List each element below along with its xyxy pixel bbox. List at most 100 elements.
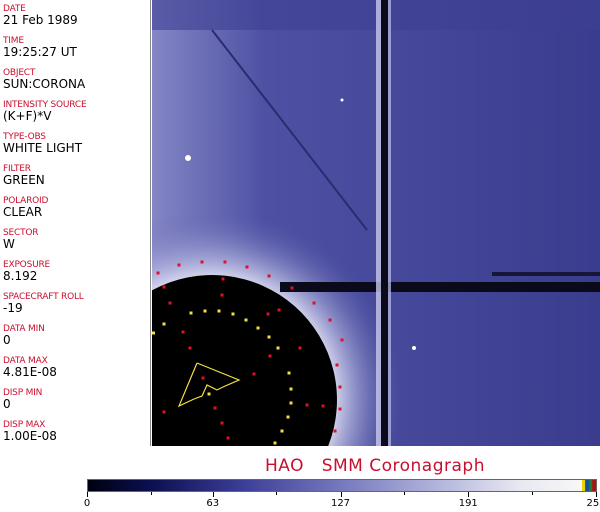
marker-dot [335,363,339,367]
marker-dot [305,403,309,407]
marker-dot [189,311,193,315]
marker-dot [333,429,337,433]
marker-dot [267,274,271,278]
field-value: GREEN [3,173,45,187]
colorbar-tick-label: 127 [330,498,351,509]
marker-dot [321,404,325,408]
field-value: 0 [3,333,11,347]
colorbar-tick-label: 0 [83,498,91,509]
field-spacecraft-roll: SPACECRAFT ROLL -19 [3,292,84,315]
marker-dot [177,263,181,267]
field-sector: SECTOR W [3,228,39,251]
field-object: OBJECT SUN:CORONA [3,68,85,91]
field-data-max: DATA MAX 4.81E-08 [3,356,57,379]
marker-dot [298,346,302,350]
field-time: TIME 19:25:27 UT [3,36,77,59]
marker-dot [277,308,281,312]
marker-dot [217,309,221,313]
marker-dot [188,346,192,350]
marker-dot [201,376,205,380]
marker-dot [231,312,235,316]
pylon-vertical [381,0,388,446]
field-value: 4.81E-08 [3,365,57,379]
marker-dot [152,331,155,335]
marker-dot [312,301,316,305]
marker-dot [244,318,248,322]
marker-dot [289,401,293,405]
marker-dot [289,387,293,391]
field-value: 19:25:27 UT [3,45,77,59]
marker-dot [273,441,277,445]
field-value: -19 [3,301,23,315]
colorbar-minor-tick [531,492,533,495]
field-value: (K+F)*V [3,109,52,123]
marker-dot [338,407,342,411]
field-label: DATA MIN [3,324,45,334]
marker-dot [207,392,211,396]
marker-dot [266,312,270,316]
marker-dot [162,285,166,289]
field-label: SPACECRAFT ROLL [3,292,84,302]
region-outline[interactable] [177,362,241,408]
marker-dot [338,385,342,389]
colorbar-minor-tick [150,492,152,495]
field-polaroid: POLAROID CLEAR [3,196,48,219]
field-label: DATA MAX [3,356,48,366]
marker-dot [328,318,332,322]
marker-dot [276,346,280,350]
marker-dot [200,260,204,264]
field-label: OBJECT [3,68,36,78]
coronagraph-image[interactable] [152,0,600,446]
field-disp-max: DISP MAX 1.00E-08 [3,420,57,443]
field-value: CLEAR [3,205,43,219]
field-label: SECTOR [3,228,39,238]
colorbar-tick [596,492,597,497]
field-filter: FILTER GREEN [3,164,45,187]
field-value: WHITE LIGHT [3,141,83,155]
field-intensity-source: INTENSITY SOURCE (K+F)*V [3,100,87,123]
field-value: SUN:CORONA [3,77,86,91]
field-label: EXPOSURE [3,260,51,270]
field-label: TYPE-OBS [3,132,46,142]
marker-dot [226,436,230,440]
field-label: TIME [3,36,24,46]
field-label: INTENSITY SOURCE [3,100,87,110]
marker-dot [221,277,225,281]
field-value: 0 [3,397,11,411]
marker-dot [287,371,291,375]
field-date: DATE 21 Feb 1989 [3,4,78,27]
marker-dot [203,309,207,313]
field-label: DATE [3,4,26,14]
field-value: W [3,237,15,251]
field-value: 1.00E-08 [3,429,57,443]
instrument-title: HAO SMM Coronagraph [265,456,485,476]
marker-dot [220,293,224,297]
markers [152,260,344,445]
field-type-obs: TYPE-OBS WHITE LIGHT [3,132,82,155]
diagonal-artifact [211,29,368,231]
marker-dot [268,354,272,358]
field-data-min: DATA MIN 0 [3,324,45,347]
field-label: DISP MIN [3,388,43,398]
colorbar [87,479,597,492]
marker-dot [280,429,284,433]
colorbar-tick-label: 255 [586,498,600,509]
marker-dot [220,421,224,425]
marker-dot [162,410,166,414]
marker-dot [340,338,344,342]
colorbar-minor-tick [276,492,278,495]
marker-dot [256,326,260,330]
field-label: DISP MAX [3,420,46,430]
field-value: 8.192 [3,269,38,283]
field-value: 21 Feb 1989 [3,13,78,27]
colorbar-tick [87,492,88,497]
colorbar-minor-tick [404,492,406,495]
marker-dot [252,372,256,376]
header-info-panel [0,0,151,446]
colorbar-tick-label: 191 [458,498,478,509]
field-label: POLAROID [3,196,49,206]
colorbar-tick [468,492,470,497]
marker-dot [156,271,160,275]
marker-dot [223,260,227,264]
field-label: FILTER [3,164,31,174]
